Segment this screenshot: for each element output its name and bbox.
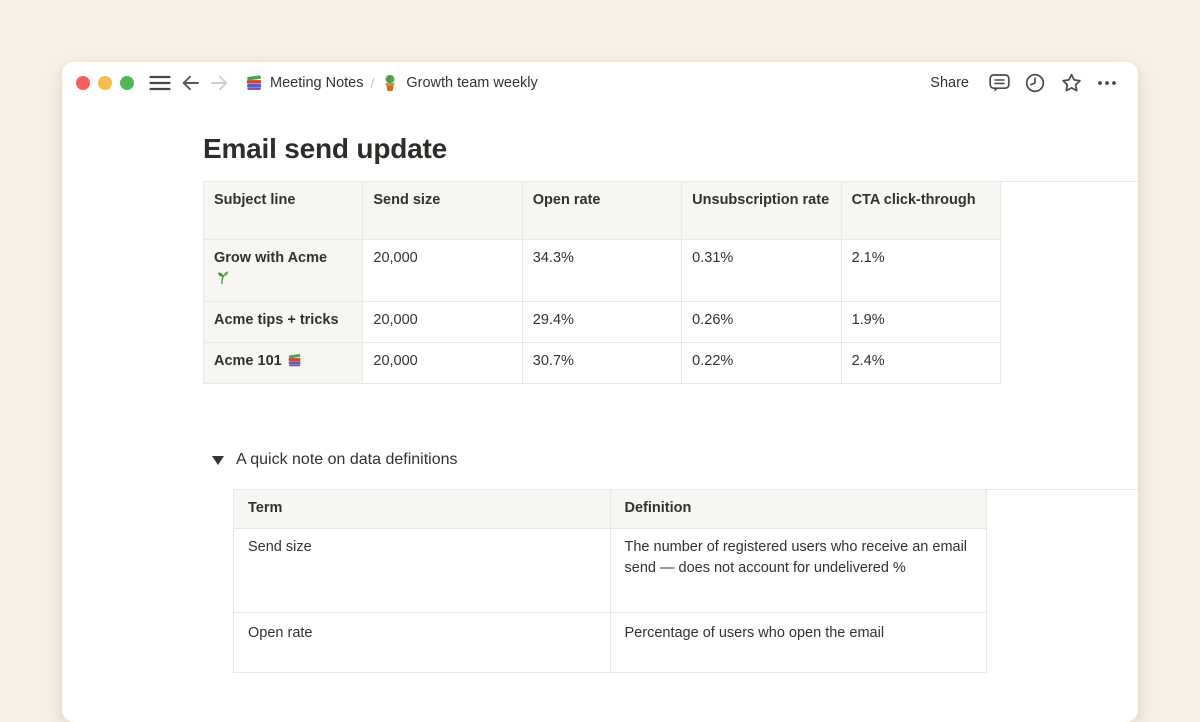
forward-arrow-icon	[211, 75, 228, 91]
table-cell-open-rate[interactable]: 34.3%	[522, 240, 683, 302]
table-cell-unsub-rate[interactable]: 0.31%	[682, 240, 842, 302]
toggle-label[interactable]: A quick note on data definitions	[236, 451, 458, 468]
books-emoji	[288, 354, 301, 367]
toggle-collapse-button[interactable]	[206, 448, 230, 472]
email-metrics-table: Subject line Send size Open rate Unsubsc…	[203, 181, 1138, 384]
breadcrumb-label: Meeting Notes	[270, 75, 364, 91]
table-cell-term[interactable]: Open rate	[234, 613, 611, 673]
breadcrumb-separator: /	[370, 75, 375, 91]
column-header-subject-line[interactable]: Subject line	[204, 182, 364, 240]
comment-icon	[988, 74, 1010, 92]
column-header-unsubscription-rate[interactable]: Unsubscription rate	[682, 182, 842, 240]
table-cell-unsub-rate[interactable]: 0.22%	[682, 343, 842, 384]
toggle-block: A quick note on data definitions	[206, 448, 1138, 472]
more-options-button[interactable]	[1092, 69, 1122, 97]
table-cell-definition[interactable]: Percentage of users who open the email	[610, 613, 987, 673]
nav-forward-button[interactable]	[207, 70, 233, 96]
breadcrumb-label: Growth team weekly	[406, 75, 538, 91]
chevron-down-icon	[212, 455, 224, 465]
minimize-window-button[interactable]	[98, 76, 112, 90]
definitions-table: Term Definition Send size The number of …	[233, 489, 1138, 673]
toolbar-actions: Share	[921, 69, 1122, 97]
column-header-cta-click-through[interactable]: CTA click-through	[841, 182, 1001, 240]
breadcrumb: Meeting Notes / Growth team weekly	[240, 71, 543, 95]
back-arrow-icon	[182, 75, 199, 91]
table-cell-send-size[interactable]: 20,000	[363, 302, 523, 343]
table-cell-term[interactable]: Send size	[234, 529, 611, 613]
table-cell-cta[interactable]: 2.4%	[841, 343, 1001, 384]
table-cell-cta[interactable]: 1.9%	[841, 302, 1001, 343]
table-cell-open-rate[interactable]: 30.7%	[522, 343, 683, 384]
books-emoji	[246, 75, 262, 90]
clock-icon	[1025, 73, 1045, 93]
comments-button[interactable]	[984, 69, 1014, 97]
traffic-lights	[76, 76, 134, 90]
window-toolbar: Meeting Notes / Growth team weekly Share	[62, 62, 1138, 104]
breadcrumb-item-meeting-notes[interactable]: Meeting Notes	[240, 71, 369, 95]
table-cell-cta[interactable]: 2.1%	[841, 240, 1001, 302]
seedling-emoji	[218, 271, 229, 285]
updates-button[interactable]	[1020, 69, 1050, 97]
nav-back-button[interactable]	[177, 70, 203, 96]
table-cell-open-rate[interactable]: 29.4%	[522, 302, 683, 343]
subject-text: Acme 101	[214, 353, 282, 369]
column-header-send-size[interactable]: Send size	[363, 182, 523, 240]
breadcrumb-item-growth-team-weekly[interactable]: Growth team weekly	[376, 71, 542, 95]
close-window-button[interactable]	[76, 76, 90, 90]
desktop-background: { "window": { "topbar": { "traffic_light…	[62, 62, 1138, 722]
app-window: Meeting Notes / Growth team weekly Share	[62, 62, 1138, 722]
table-cell-send-size[interactable]: 20,000	[363, 343, 523, 384]
table-cell-subject[interactable]: Acme 101	[204, 343, 364, 384]
table-cell-subject[interactable]: Grow with Acme	[204, 240, 364, 302]
page-title[interactable]: Email send update	[203, 133, 447, 164]
share-button[interactable]: Share	[930, 75, 969, 91]
page-content: Email send update Subject line Send size…	[62, 131, 1138, 673]
sidebar-menu-button[interactable]	[147, 70, 173, 96]
column-header-term[interactable]: Term	[234, 490, 611, 529]
ellipsis-icon	[1098, 81, 1116, 85]
subject-text: Grow with Acme	[214, 250, 328, 266]
potted-plant-emoji	[385, 74, 395, 92]
table-cell-definition[interactable]: The number of registered users who recei…	[610, 529, 987, 613]
star-icon	[1061, 73, 1081, 92]
zoom-window-button[interactable]	[120, 76, 134, 90]
hamburger-icon	[149, 75, 171, 91]
table-cell-subject[interactable]: Acme tips + tricks	[204, 302, 364, 343]
favorite-button[interactable]	[1056, 69, 1086, 97]
column-header-definition[interactable]: Definition	[610, 490, 987, 529]
column-header-open-rate[interactable]: Open rate	[522, 182, 683, 240]
table-cell-unsub-rate[interactable]: 0.26%	[682, 302, 842, 343]
table-cell-send-size[interactable]: 20,000	[363, 240, 523, 302]
